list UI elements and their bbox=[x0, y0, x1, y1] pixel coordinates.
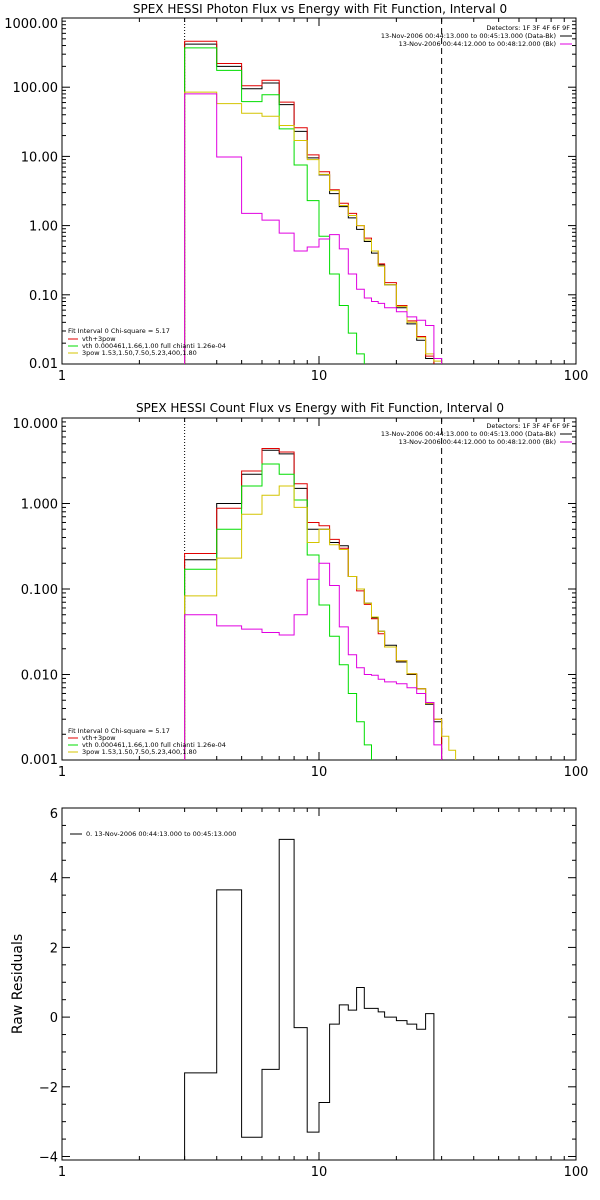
y-tick-label: 0.001 bbox=[21, 753, 58, 768]
x-tick-label: 100 bbox=[564, 369, 589, 384]
y-axis-label: Raw Residuals bbox=[10, 934, 26, 1034]
y-tick-label: 0 bbox=[50, 1011, 58, 1026]
detectors-label: Detectors: 1F 3F 4F 6F 9F bbox=[486, 422, 570, 430]
series-line-background bbox=[184, 562, 443, 760]
x-tick-label: 100 bbox=[564, 1165, 589, 1180]
x-tick-label: 1 bbox=[58, 369, 66, 384]
fit-line-1: vth+3pow bbox=[82, 734, 116, 742]
fit-line-1: vth+3pow bbox=[82, 335, 116, 343]
count-flux-panel: SPEX HESSI Count Flux vs Energy with Fit… bbox=[13, 401, 589, 780]
axis-ticks: 1 10 100 10.000 1.000 0.100 0.010 0.001 bbox=[13, 417, 589, 780]
detectors-label: Detectors: 1F 3F 4F 6F 9F bbox=[486, 24, 570, 32]
series-group bbox=[184, 18, 443, 364]
y-tick-label: 0.010 bbox=[21, 669, 58, 684]
chart-title: SPEX HESSI Count Flux vs Energy with Fit… bbox=[136, 401, 504, 415]
series-line-fit-total bbox=[184, 40, 435, 364]
axis-ticks: 1 10 100 1000.00 100.00 10.00 1.00 0.10 0.01 bbox=[4, 17, 588, 384]
series-line-three-pow bbox=[184, 91, 443, 364]
background-label: 13-Nov-2006 00:44:12.000 to 00:48:12.000… bbox=[399, 438, 556, 446]
residuals-panel: Raw Residuals 1 10 100 6 4 2 0 −2 −4 0. 13-Nov-2… bbox=[10, 807, 588, 1180]
annotations: Detectors: 1F 3F 4F 6F 9F 13-Nov-2006 00… bbox=[68, 24, 572, 357]
y-tick-label: 1.00 bbox=[29, 220, 58, 235]
y-tick-label: 0.100 bbox=[21, 583, 58, 598]
series-line-data bbox=[184, 449, 443, 760]
fit-header: Fit Interval 0 Chi-square = 5.17 bbox=[68, 327, 170, 335]
annotations: 0. 13-Nov-2006 00:44:13.000 to 00:45:13.… bbox=[70, 830, 236, 838]
plot-frame bbox=[61, 17, 577, 365]
interval-label: 13-Nov-2006 00:44:13.000 to 00:45:13.000… bbox=[381, 430, 556, 438]
y-tick-label: 0.10 bbox=[29, 289, 58, 304]
fit-line-3: 3pow 1.53,1.50,7.50,5.23,400,1.80 bbox=[82, 349, 197, 357]
y-tick-label: 0.01 bbox=[29, 357, 58, 372]
series-line-three-pow bbox=[184, 485, 457, 760]
x-tick-label: 1 bbox=[58, 765, 66, 780]
chart-title: SPEX HESSI Photon Flux vs Energy with Fi… bbox=[133, 2, 507, 16]
y-tick-label: 4 bbox=[50, 872, 58, 887]
series-line-data bbox=[184, 43, 435, 364]
interval-label: 13-Nov-2006 00:44:13.000 to 00:45:13.000… bbox=[381, 32, 556, 40]
y-tick-label: 100.00 bbox=[13, 81, 59, 96]
series-line-vth bbox=[184, 463, 372, 760]
fit-header: Fit Interval 0 Chi-square = 5.17 bbox=[68, 727, 170, 735]
x-tick-label: 10 bbox=[311, 1165, 328, 1180]
y-tick-label: 2 bbox=[50, 941, 58, 956]
photon-flux-panel: SPEX HESSI Photon Flux vs Energy with Fi… bbox=[4, 2, 588, 384]
x-tick-label: 100 bbox=[564, 765, 589, 780]
series-line-residuals bbox=[184, 838, 435, 1160]
x-tick-label: 1 bbox=[58, 1165, 66, 1180]
x-tick-label: 10 bbox=[311, 765, 328, 780]
y-tick-label: 6 bbox=[50, 807, 58, 822]
fit-line-3: 3pow 1.53,1.50,7.50,5.23,400,1.80 bbox=[82, 748, 197, 756]
y-tick-label: −4 bbox=[39, 1151, 58, 1166]
series-line-vth bbox=[184, 47, 365, 364]
x-tick-label: 10 bbox=[311, 369, 328, 384]
y-tick-label: 1000.00 bbox=[4, 17, 58, 32]
legend-label: 0. 13-Nov-2006 00:44:13.000 to 00:45:13.… bbox=[86, 830, 236, 838]
series-group bbox=[184, 418, 457, 760]
axis-ticks: 1 10 100 6 4 2 0 −2 −4 bbox=[39, 807, 589, 1180]
series-group bbox=[184, 838, 435, 1160]
series-line-background bbox=[184, 93, 443, 364]
y-tick-label: 1.000 bbox=[21, 498, 58, 513]
y-tick-label: 10.00 bbox=[21, 150, 58, 165]
y-tick-label: −2 bbox=[39, 1081, 58, 1096]
background-label: 13-Nov-2006 00:44:12.000 to 00:48:12.000… bbox=[399, 40, 556, 48]
fit-line-2: vth 0.000461,1.66,1.00 full chianti 1.26… bbox=[82, 741, 226, 749]
fit-line-2: vth 0.000461,1.66,1.00 full chianti 1.26… bbox=[82, 342, 226, 350]
series-line-fit-total bbox=[184, 448, 443, 760]
y-tick-label: 10.000 bbox=[13, 417, 59, 432]
annotations: Detectors: 1F 3F 4F 6F 9F 13-Nov-2006 00… bbox=[68, 422, 572, 756]
